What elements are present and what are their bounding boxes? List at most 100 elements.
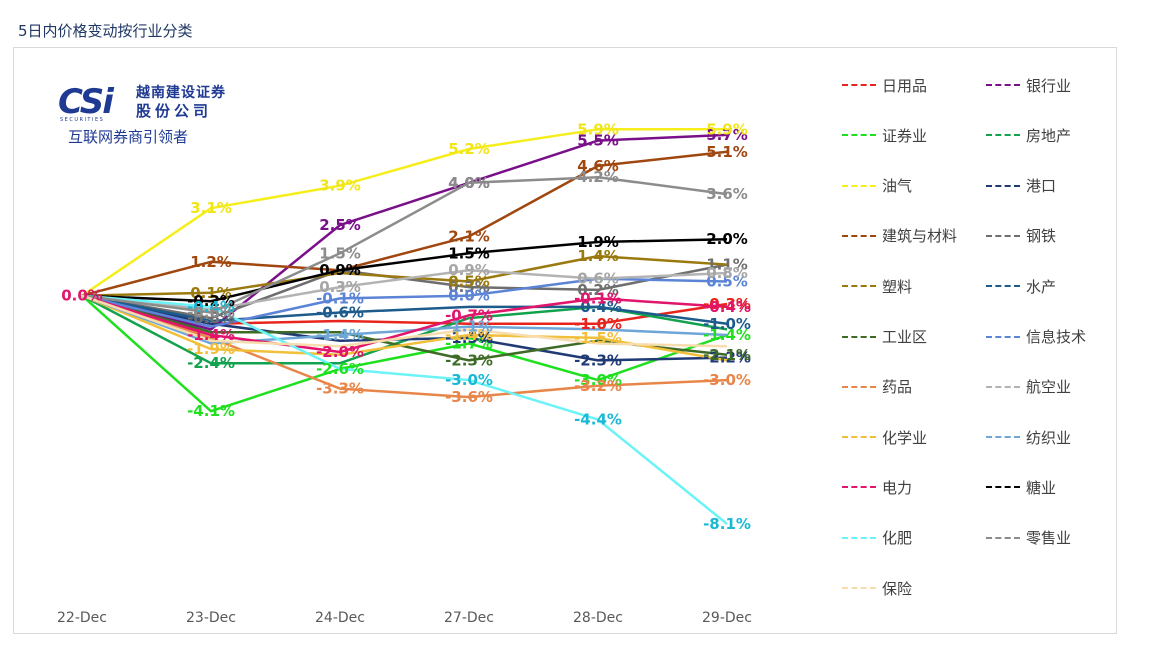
legend-swatch xyxy=(842,436,876,439)
data-label: -2.4% xyxy=(187,354,235,372)
data-label: -1.4% xyxy=(445,326,493,344)
data-label: -4.1% xyxy=(187,402,235,420)
legend-swatch xyxy=(842,234,876,237)
data-label: 3.1% xyxy=(190,199,232,217)
legend-label: 化肥 xyxy=(882,529,913,548)
legend-label: 日用品 xyxy=(882,76,928,95)
data-label: 0.2% xyxy=(577,281,619,299)
data-label: 5.1% xyxy=(706,143,748,161)
data-label: 1.4% xyxy=(577,247,619,265)
series-line xyxy=(81,294,728,413)
legend-swatch xyxy=(986,436,1020,439)
data-label: -2.6% xyxy=(316,360,364,378)
series-line xyxy=(81,254,728,297)
legend-label: 建筑与材料 xyxy=(882,227,958,246)
data-label: -3.3% xyxy=(316,380,364,398)
legend-swatch xyxy=(986,335,1020,338)
legend-label: 银行业 xyxy=(1026,76,1072,95)
data-label: 5.7% xyxy=(706,126,748,144)
legend-swatch xyxy=(842,184,876,187)
data-label: -1.0% xyxy=(703,315,751,333)
legend-item: 钢铁 xyxy=(986,223,1056,249)
data-label: 2.0% xyxy=(706,230,748,248)
series-line xyxy=(81,294,728,362)
legend-item: 银行业 xyxy=(986,72,1071,98)
series-line xyxy=(81,175,728,314)
legend-item: 信息技术 xyxy=(986,324,1086,350)
series-line xyxy=(81,150,728,297)
series-line xyxy=(81,268,728,311)
legend-item: 零售业 xyxy=(986,525,1071,551)
legend-item: 港口 xyxy=(986,173,1056,199)
data-label: 0.3% xyxy=(448,278,490,296)
data-label: 2.5% xyxy=(319,216,361,234)
data-label: -1.9% xyxy=(187,340,235,358)
data-label: 4.0% xyxy=(448,174,490,192)
legend-swatch xyxy=(986,285,1020,288)
data-label: 1.1% xyxy=(706,256,748,274)
x-tick-label: 27-Dec xyxy=(444,610,494,626)
data-label: 0.6% xyxy=(577,270,619,288)
legend-item: 油气 xyxy=(842,173,912,199)
legend-label: 钢铁 xyxy=(1026,227,1057,246)
legend-swatch xyxy=(986,184,1020,187)
series-line xyxy=(81,133,728,331)
data-label: -0.1% xyxy=(574,289,622,307)
data-label: -0.2% xyxy=(187,292,235,310)
series-line xyxy=(81,294,728,399)
x-tick-label: 23-Dec xyxy=(186,610,236,626)
legend-label: 化学业 xyxy=(882,428,928,447)
legend-swatch xyxy=(986,536,1020,539)
legend-swatch xyxy=(842,587,876,589)
x-tick-label: 28-Dec xyxy=(573,610,623,626)
data-label: -3.6% xyxy=(445,388,493,406)
legend-item: 日用品 xyxy=(842,72,927,98)
legend-swatch xyxy=(842,335,876,338)
data-label: 0.3% xyxy=(319,278,361,296)
data-label: -2.3% xyxy=(445,351,493,369)
logo-company-name: 越南建设证券 xyxy=(136,85,226,101)
data-label: 0.5% xyxy=(448,273,490,291)
data-label: 3.6% xyxy=(706,185,748,203)
data-label: -0.7% xyxy=(445,306,493,324)
legend-label: 电力 xyxy=(882,478,913,497)
data-label: 0.0% xyxy=(448,287,490,305)
data-label: 3.9% xyxy=(319,177,361,195)
data-label: 5.9% xyxy=(706,120,748,138)
data-label: -1.7% xyxy=(445,335,493,353)
data-label: -3.0% xyxy=(445,371,493,389)
data-label: -1.0% xyxy=(574,315,622,333)
legend-swatch xyxy=(842,134,876,137)
legend-item: 证券业 xyxy=(842,122,927,148)
series-line xyxy=(81,294,728,326)
data-label: -2.1% xyxy=(703,346,751,364)
x-tick-label: 24-Dec xyxy=(315,610,365,626)
legend-label: 药品 xyxy=(882,378,913,397)
legend-label: 水产 xyxy=(1026,277,1057,296)
data-label: -3.0% xyxy=(703,371,751,389)
data-label: 5.9% xyxy=(577,120,619,138)
legend-label: 纺织业 xyxy=(1026,428,1072,447)
data-label: -0.1% xyxy=(316,289,364,307)
data-label: 1.5% xyxy=(319,244,361,262)
data-label: -1.1% xyxy=(445,318,493,336)
data-label: 5.5% xyxy=(577,132,619,150)
data-label: 0.5% xyxy=(706,273,748,291)
legend-item: 药品 xyxy=(842,374,912,400)
legend-item: 糖业 xyxy=(986,474,1056,500)
data-label: 4.6% xyxy=(577,157,619,175)
legend-swatch xyxy=(842,84,876,86)
data-label: 1.2% xyxy=(190,253,232,271)
legend-swatch xyxy=(986,134,1020,137)
legend-item: 保险 xyxy=(842,575,912,601)
legend-label: 油气 xyxy=(882,177,913,196)
series-line xyxy=(81,294,728,362)
legend-swatch xyxy=(842,536,876,539)
legend-item: 塑料 xyxy=(842,273,912,299)
series-line xyxy=(81,294,728,345)
series-line xyxy=(81,294,728,354)
legend-label: 糖业 xyxy=(1026,478,1057,497)
legend-swatch xyxy=(986,385,1020,388)
data-label: -2.0% xyxy=(316,343,364,361)
